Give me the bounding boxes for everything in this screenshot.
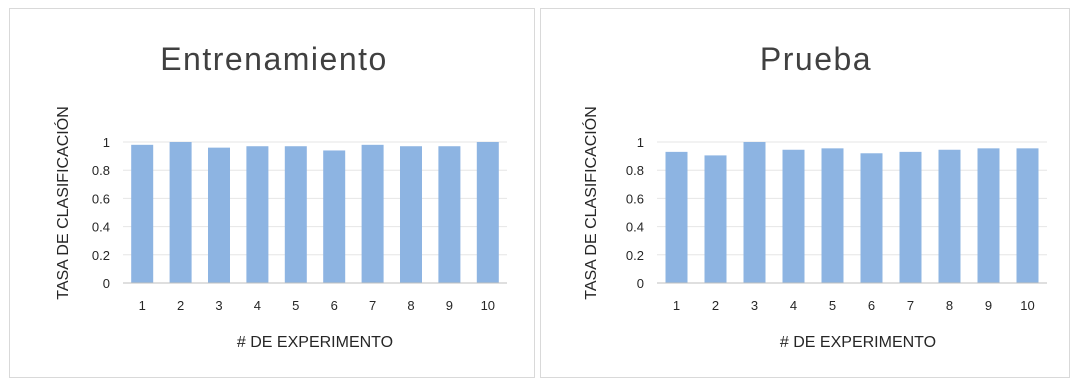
y-tick-label: 0.4 (626, 220, 644, 235)
bar (208, 147, 230, 283)
plot-area: 0 0.2 0.4 0.6 0.8 1 1 2 3 4 5 6 7 8 9 10 (92, 135, 507, 313)
chart-panel-prueba: Prueba TASA DE CLASIFICACIÓN # DE EXPERI… (540, 8, 1070, 378)
x-tick-label: 7 (907, 298, 914, 313)
x-tick-label: 1 (139, 298, 146, 313)
bar (821, 148, 844, 283)
plot-area: 0 0.2 0.4 0.6 0.8 1 1 2 3 4 5 6 7 8 9 10 (626, 135, 1047, 313)
x-tick-label: 4 (254, 298, 261, 313)
x-tick-label: 2 (177, 298, 184, 313)
x-tick-label: 4 (790, 298, 797, 313)
y-tick-label: 0.2 (626, 248, 644, 263)
x-tick-label: 6 (868, 298, 875, 313)
y-tick-label: 0.6 (626, 191, 644, 206)
chart-title: Entrenamiento (160, 41, 388, 77)
chart-title: Prueba (760, 41, 872, 77)
x-tick-label: 3 (751, 298, 758, 313)
x-tick-label: 9 (446, 298, 453, 313)
x-tick-label: 7 (369, 298, 376, 313)
chart-entrenamiento: Entrenamiento TASA DE CLASIFICACIÓN # DE… (53, 41, 507, 351)
x-tick-label: 10 (481, 298, 495, 313)
y-tick-label: 1 (637, 135, 644, 150)
bar (361, 144, 384, 283)
x-tick-label: 10 (1020, 298, 1034, 313)
bar (400, 146, 422, 283)
bar (246, 146, 269, 283)
bar (284, 146, 307, 283)
chart-panel-entrenamiento: Entrenamiento TASA DE CLASIFICACIÓN # DE… (9, 8, 535, 378)
y-tick-label: 1 (103, 135, 110, 150)
bar (323, 150, 346, 283)
y-tick-label: 0.2 (92, 248, 110, 263)
bar (782, 149, 805, 283)
x-tick-label: 1 (673, 298, 680, 313)
x-axis-label: # DE EXPERIMENTO (237, 334, 393, 351)
bar (860, 153, 883, 283)
bar (743, 142, 766, 283)
y-tick-label: 0 (637, 276, 644, 291)
bar (704, 155, 727, 283)
x-tick-label: 5 (292, 298, 299, 313)
x-tick-label: 2 (712, 298, 719, 313)
x-axis-label: # DE EXPERIMENTO (780, 334, 936, 351)
x-tick-label: 8 (407, 298, 414, 313)
y-tick-label: 0 (103, 276, 110, 291)
bar (476, 142, 499, 283)
x-tick-label: 3 (215, 298, 222, 313)
y-tick-label: 0.6 (92, 191, 110, 206)
bar (938, 149, 961, 283)
x-tick-label: 6 (331, 298, 338, 313)
bar (899, 151, 922, 283)
x-tick-label: 5 (829, 298, 836, 313)
y-axis-label: TASA DE CLASIFICACIÓN (53, 106, 72, 300)
bar (977, 148, 1000, 283)
y-axis-label: TASA DE CLASIFICACIÓN (581, 106, 600, 300)
bar (438, 146, 461, 283)
bar (169, 142, 192, 283)
bar (1016, 148, 1039, 283)
bar (131, 144, 154, 283)
x-tick-label: 9 (985, 298, 992, 313)
x-tick-label: 8 (946, 298, 953, 313)
y-tick-label: 0.8 (92, 163, 110, 178)
chart-prueba: Prueba TASA DE CLASIFICACIÓN # DE EXPERI… (581, 41, 1047, 351)
bar (665, 151, 688, 283)
y-tick-label: 0.8 (626, 163, 644, 178)
y-tick-label: 0.4 (92, 220, 110, 235)
